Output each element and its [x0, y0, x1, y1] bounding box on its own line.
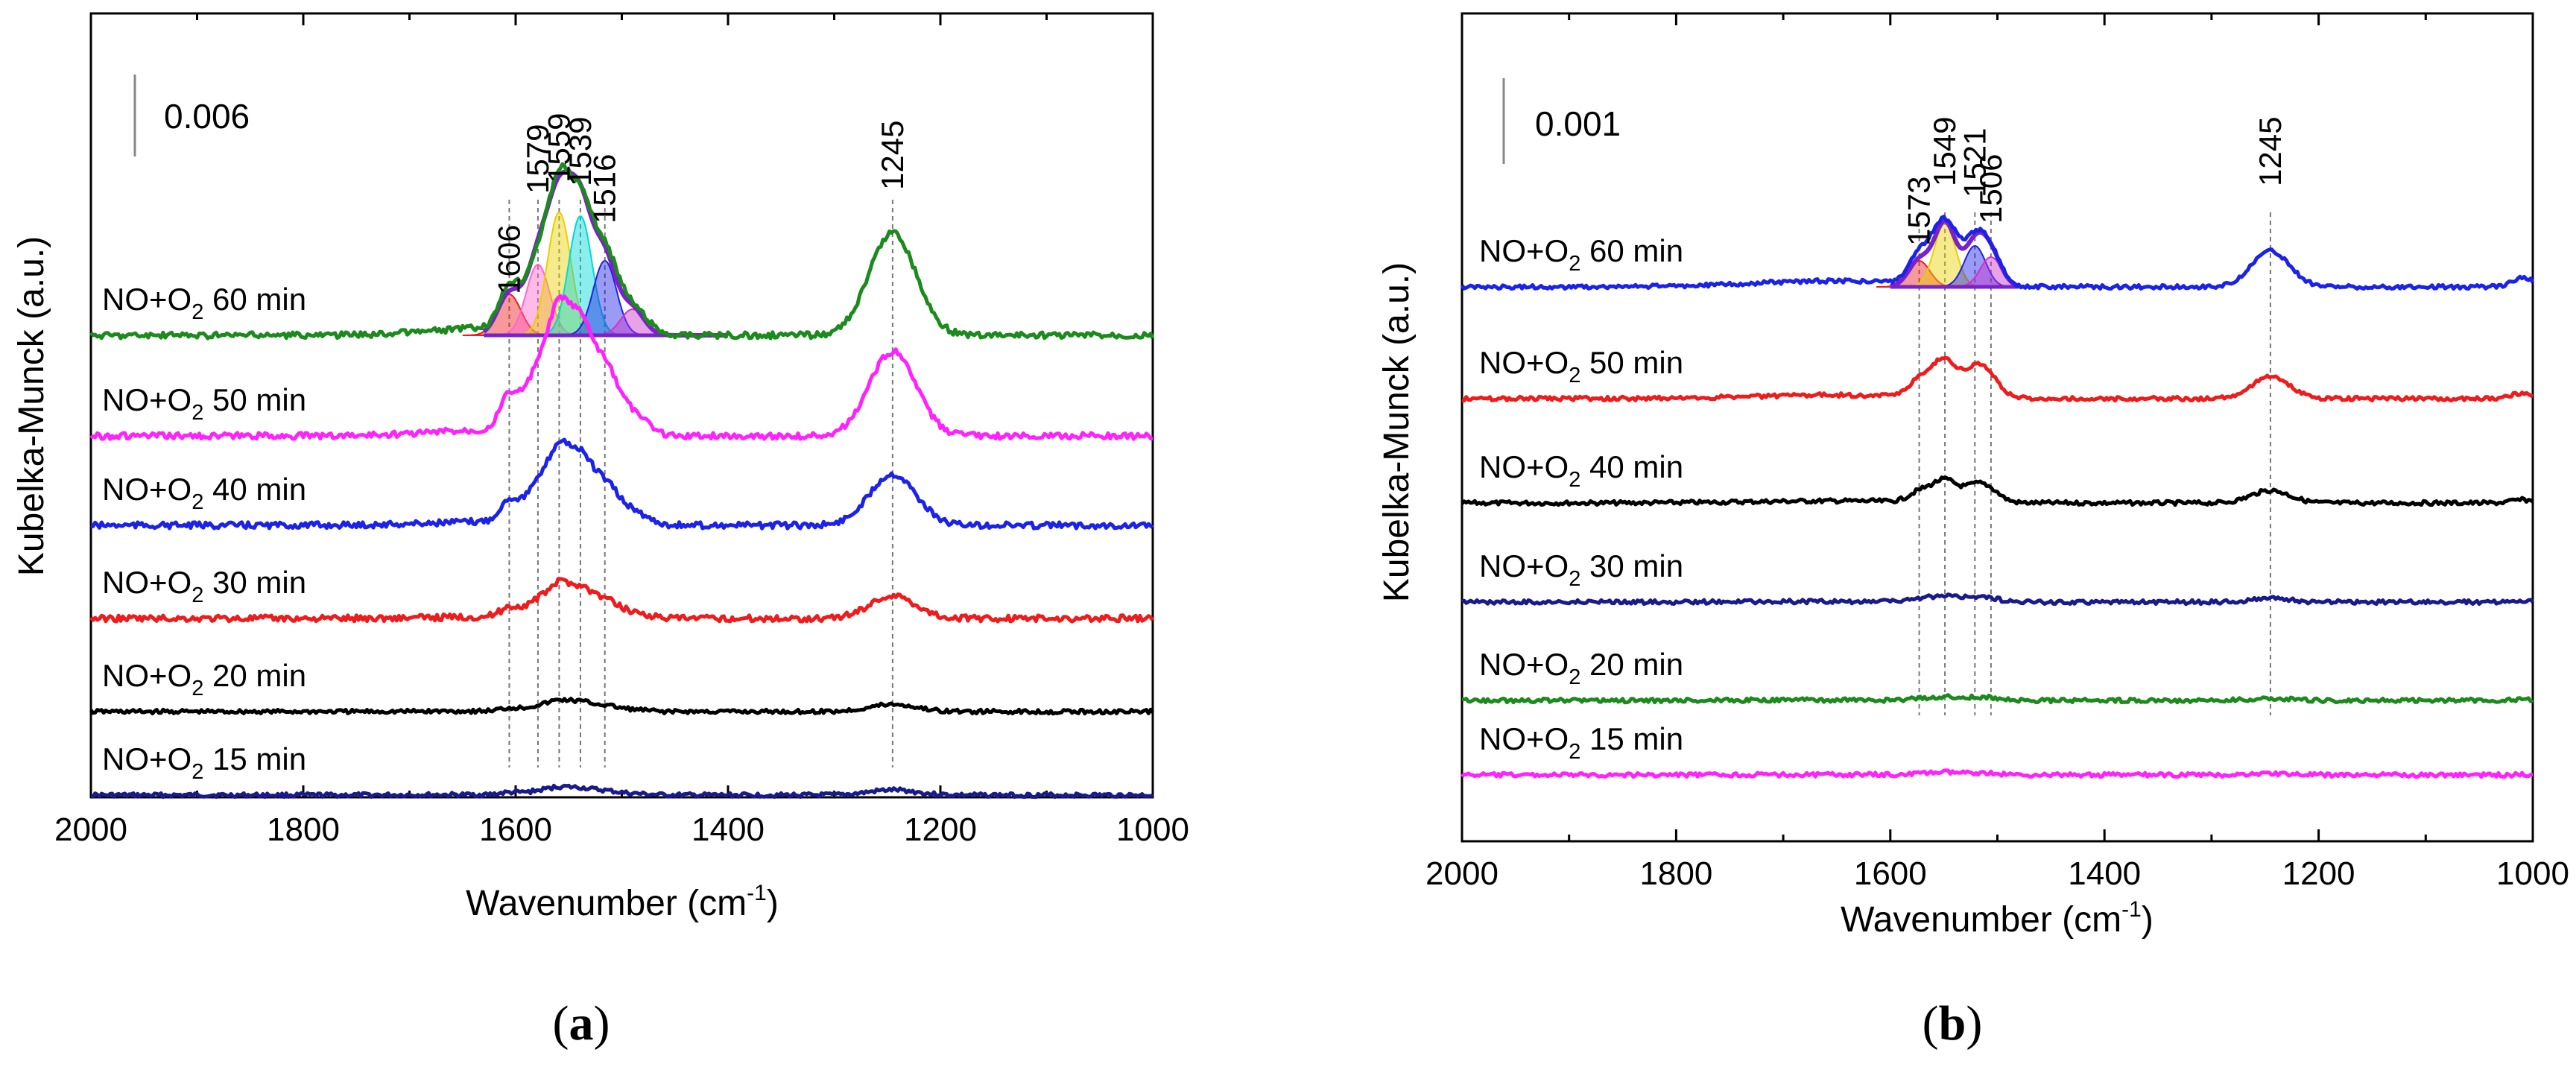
x-tick-label: 1200 [904, 811, 977, 848]
spectrum-trace [89, 577, 1155, 624]
x-tick-label: 1200 [2282, 855, 2355, 892]
trace-label: NO+O2 15 min [102, 741, 306, 784]
peak-label: 1516 [587, 154, 622, 224]
x-axis-tick-labels: 2000 1800 1600 1400 1200 1000 [54, 811, 1189, 848]
scale-bar-label: 0.001 [1535, 104, 1621, 143]
trace-labels: NO+O2 15 min NO+O2 20 min NO+O2 30 min NO+O… [102, 282, 306, 784]
spectra-traces [1460, 215, 2535, 779]
spectra-traces [89, 162, 1155, 800]
trace-label: NO+O2 20 min [1479, 647, 1683, 689]
scale-bar-label: 0.006 [164, 97, 250, 136]
peak-label: 1606 [491, 225, 526, 294]
spectrum-trace [90, 783, 1153, 800]
peak-label: 1245 [2253, 117, 2288, 186]
x-axis-title: Wavenumber (cm-1) [466, 881, 779, 923]
panel-label: (a) [553, 996, 610, 1051]
x-axis-ticks [1461, 13, 2534, 841]
spectrum-trace [1460, 215, 2535, 291]
x-tick-label: 2000 [54, 811, 127, 848]
x-tick-label: 1400 [2068, 855, 2141, 892]
x-tick-label: 1000 [1116, 811, 1189, 848]
x-tick-label: 2000 [1425, 855, 1499, 892]
spectrum-trace [89, 162, 1155, 341]
spectrum-trace [90, 437, 1154, 531]
x-tick-label: 1600 [1854, 855, 1927, 892]
trace-label: NO+O2 30 min [102, 565, 306, 607]
x-tick-label: 1000 [2496, 855, 2569, 892]
trace-label: NO+O2 50 min [1479, 345, 1683, 387]
y-axis-title: Kubelka-Munck (a.u.) [12, 236, 51, 576]
peak-guide-lines [1918, 212, 2271, 715]
panel-a: 2000 1800 1600 1400 1200 1000 NO+O2 15 minNO+… [12, 12, 1189, 1051]
peak-label: 1506 [1973, 154, 2008, 224]
spectrum-trace [89, 697, 1155, 716]
spectrum-trace [89, 294, 1153, 441]
peak-label: 1521 [1957, 128, 1992, 197]
trace-label: NO+O2 30 min [1479, 548, 1683, 591]
trace-label: NO+O2 20 min [102, 658, 306, 700]
trace-label: NO+O2 40 min [102, 472, 306, 514]
peak-label: 1573 [1902, 177, 1937, 246]
x-axis-tick-labels: 2000 1800 1600 1400 1200 1000 [1425, 855, 2569, 892]
panel-label: (b) [1922, 996, 1983, 1051]
y-axis-title: Kubelka-Munck (a.u.) [1377, 262, 1417, 602]
peak-label: 1549 [1927, 117, 1962, 186]
x-tick-label: 1800 [267, 811, 340, 848]
trace-label: NO+O2 60 min [1479, 233, 1683, 276]
trace-label: NO+O2 60 min [102, 282, 306, 324]
spectrum-trace [1461, 592, 2534, 607]
trace-label: NO+O2 40 min [1479, 449, 1683, 492]
x-tick-label: 1400 [692, 811, 765, 848]
trace-labels: NO+O2 15 min NO+O2 20 min NO+O2 30 min NO+O… [1479, 233, 1683, 764]
x-tick-label: 1600 [479, 811, 552, 848]
x-tick-label: 1800 [1639, 855, 1712, 892]
spectrum-trace [1461, 693, 2534, 705]
trace-label: NO+O2 50 min [102, 382, 306, 425]
trace-label: NO+O2 15 min [1479, 721, 1683, 764]
peak-label: 1539 [563, 117, 598, 186]
spectrum-trace [1461, 475, 2534, 507]
spectrum-trace [1461, 355, 2534, 403]
peak-label: 1245 [875, 121, 910, 190]
panel-b: 2000 1800 1600 1400 1200 1000 NO+O2 15 minNO+… [1377, 12, 2569, 1051]
spectrum-trace [1461, 768, 2534, 779]
peak-label: 1559 [541, 113, 576, 183]
x-axis-title: Wavenumber (cm-1) [1841, 897, 2153, 940]
peak-label: 1579 [520, 124, 555, 194]
